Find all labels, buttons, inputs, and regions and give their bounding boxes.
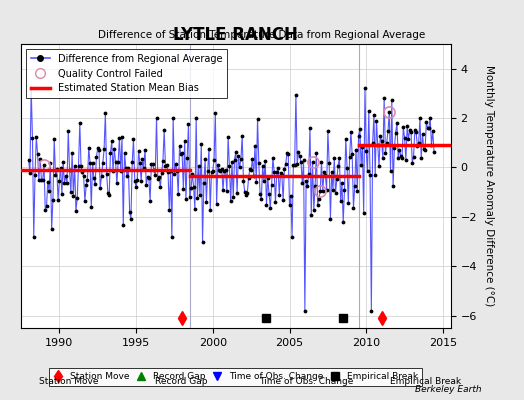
Y-axis label: Monthly Temperature Anomaly Difference (°C): Monthly Temperature Anomaly Difference (… bbox=[484, 65, 494, 307]
Text: Berkeley Earth: Berkeley Earth bbox=[416, 385, 482, 394]
Legend: Station Move, Record Gap, Time of Obs. Change, Empirical Break: Station Move, Record Gap, Time of Obs. C… bbox=[49, 368, 422, 386]
Title: LYTLE RANCH: LYTLE RANCH bbox=[173, 26, 298, 44]
Text: Difference of Station Temperature Data from Regional Average: Difference of Station Temperature Data f… bbox=[99, 30, 425, 40]
Text: Empirical Break: Empirical Break bbox=[390, 378, 462, 386]
Text: Time of Obs. Change: Time of Obs. Change bbox=[259, 378, 354, 386]
Text: Record Gap: Record Gap bbox=[155, 378, 207, 386]
Text: Station Move: Station Move bbox=[39, 378, 99, 386]
